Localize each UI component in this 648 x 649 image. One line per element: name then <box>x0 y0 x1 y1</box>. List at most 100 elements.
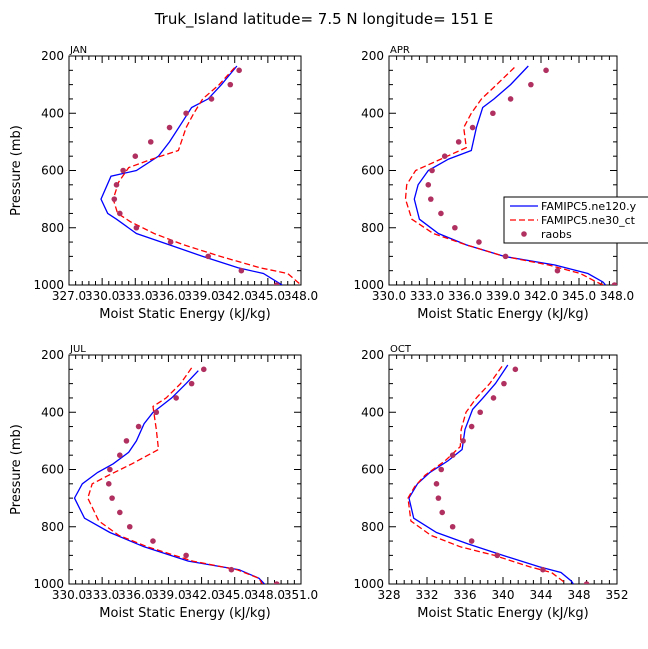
data-point-raobs <box>188 380 195 387</box>
data-point-raobs <box>133 224 140 231</box>
x-tick-label: 332 <box>416 588 439 602</box>
data-point-raobs <box>150 538 156 544</box>
data-point-raobs <box>611 282 617 285</box>
y-tick-label: 400 <box>361 106 384 120</box>
y-tick-label: 800 <box>361 520 384 534</box>
series-line-famipc5-ne30-ct <box>87 367 263 584</box>
panel-label: OCT <box>390 344 412 355</box>
data-point-raobs <box>167 239 174 245</box>
y-tick-label: 800 <box>41 520 64 534</box>
x-axis-label: Moist Static Energy (kJ/kg) <box>417 307 588 322</box>
x-axis-label: Moist Static Energy (kJ/kg) <box>99 307 270 322</box>
data-point-raobs <box>117 509 123 516</box>
x-tick-label: 339.0 <box>184 289 218 303</box>
data-point-raobs <box>173 395 179 401</box>
data-point-raobs <box>449 523 456 530</box>
y-tick-label: 400 <box>41 405 64 419</box>
x-tick-label: 330.0 <box>372 289 406 303</box>
data-point-raobs <box>200 366 207 373</box>
data-point-raobs <box>111 196 118 202</box>
data-point-raobs <box>476 239 482 245</box>
x-tick-label: 336.0 <box>151 289 185 303</box>
series-group <box>100 65 301 285</box>
legend-label: FAMIPC5.ne120.y <box>541 200 637 213</box>
y-tick-label: 800 <box>361 221 384 235</box>
data-point-raobs <box>528 81 534 88</box>
data-point-raobs <box>273 282 280 285</box>
y-tick-label: 400 <box>41 106 64 120</box>
data-point-raobs <box>123 438 130 444</box>
data-point-raobs <box>166 124 173 131</box>
data-point-raobs <box>105 481 112 487</box>
legend-label: raobs <box>541 228 572 241</box>
data-point-raobs <box>183 552 189 559</box>
series-line-famipc5-ne120-y <box>413 65 607 285</box>
x-axis-label: Moist Static Energy (kJ/kg) <box>99 606 270 621</box>
data-point-raobs <box>228 566 235 573</box>
panels: JAN327.0330.0333.0336.0339.0342.0345.034… <box>9 45 634 621</box>
x-tick-label: 348.0 <box>600 289 634 303</box>
panel-label: JAN <box>69 45 87 56</box>
data-point-raobs <box>205 253 211 260</box>
data-point-raobs <box>153 409 160 416</box>
x-tick-label: 340 <box>492 588 515 602</box>
y-tick-label: 1000 <box>353 278 384 292</box>
legend-label: FAMIPC5.ne30_ct <box>541 214 636 227</box>
data-point-raobs <box>469 124 476 131</box>
data-point-raobs <box>117 210 123 217</box>
x-tick-label: 339.0 <box>151 588 185 602</box>
data-point-raobs <box>439 509 446 516</box>
data-point-raobs <box>135 423 142 430</box>
data-point-raobs <box>583 581 590 584</box>
data-point-raobs <box>227 81 234 88</box>
data-point-raobs <box>468 538 475 544</box>
data-point-raobs <box>428 196 434 202</box>
legend-marker-raobs <box>521 231 527 237</box>
data-point-raobs <box>113 182 120 188</box>
data-point-raobs <box>183 110 189 117</box>
data-point-raobs <box>117 452 123 458</box>
y-axis-label: Pressure (mb) <box>9 125 24 216</box>
series-line-famipc5-ne120-y <box>73 370 265 584</box>
y-axis-label: Pressure (mb) <box>9 424 24 515</box>
series-group <box>404 65 617 285</box>
y-tick-label: 200 <box>361 348 384 362</box>
data-point-raobs <box>208 96 215 102</box>
data-point-raobs <box>238 267 245 274</box>
x-tick-label: 348.0 <box>284 289 318 303</box>
data-point-raobs <box>477 409 484 416</box>
y-tick-label: 600 <box>41 463 64 477</box>
panel-apr: APR 330.0 333.0 336.0 339.0 342.0 345.0 348.0 20… <box>353 45 634 322</box>
data-point-raobs <box>435 495 442 501</box>
series-line-famipc5-ne30-ct <box>112 67 301 285</box>
y-tick-label: 1000 <box>353 577 384 591</box>
y-tick-label: 800 <box>41 221 64 235</box>
data-point-raobs <box>441 153 448 159</box>
y-tick-label: 200 <box>361 49 384 63</box>
data-point-raobs <box>126 523 133 530</box>
x-tick-label: 348 <box>568 588 591 602</box>
data-point-raobs <box>507 96 514 102</box>
data-point-raobs <box>120 167 126 174</box>
y-tick-label: 200 <box>41 49 64 63</box>
panel-jul: JUL 330.0333.0336.0339.0342.0345.0348.035… <box>9 344 318 621</box>
data-point-raobs <box>438 466 445 473</box>
plot-frame <box>388 354 618 585</box>
data-point-raobs <box>494 552 501 559</box>
x-tick-label: 339.0 <box>486 289 520 303</box>
figure-title: Truk_Island latitude= 7.5 N longitude= 1… <box>154 10 494 29</box>
data-point-raobs <box>425 182 432 188</box>
y-tick-label: 600 <box>41 164 64 178</box>
x-tick-label: 327.0 <box>52 289 86 303</box>
data-point-raobs <box>512 366 519 373</box>
y-tick-label: 600 <box>361 164 384 178</box>
data-point-raobs <box>468 423 475 430</box>
x-tick-label: 336 <box>454 588 477 602</box>
panel-jan: JAN 327.0330.0333.0336.0339.0342.0345.034… <box>9 45 318 322</box>
x-tick-label: 333.0 <box>85 588 119 602</box>
x-tick-label: 336.0 <box>448 289 482 303</box>
x-tick-label: 333.0 <box>410 289 444 303</box>
x-tick-label: 351.0 <box>284 588 318 602</box>
